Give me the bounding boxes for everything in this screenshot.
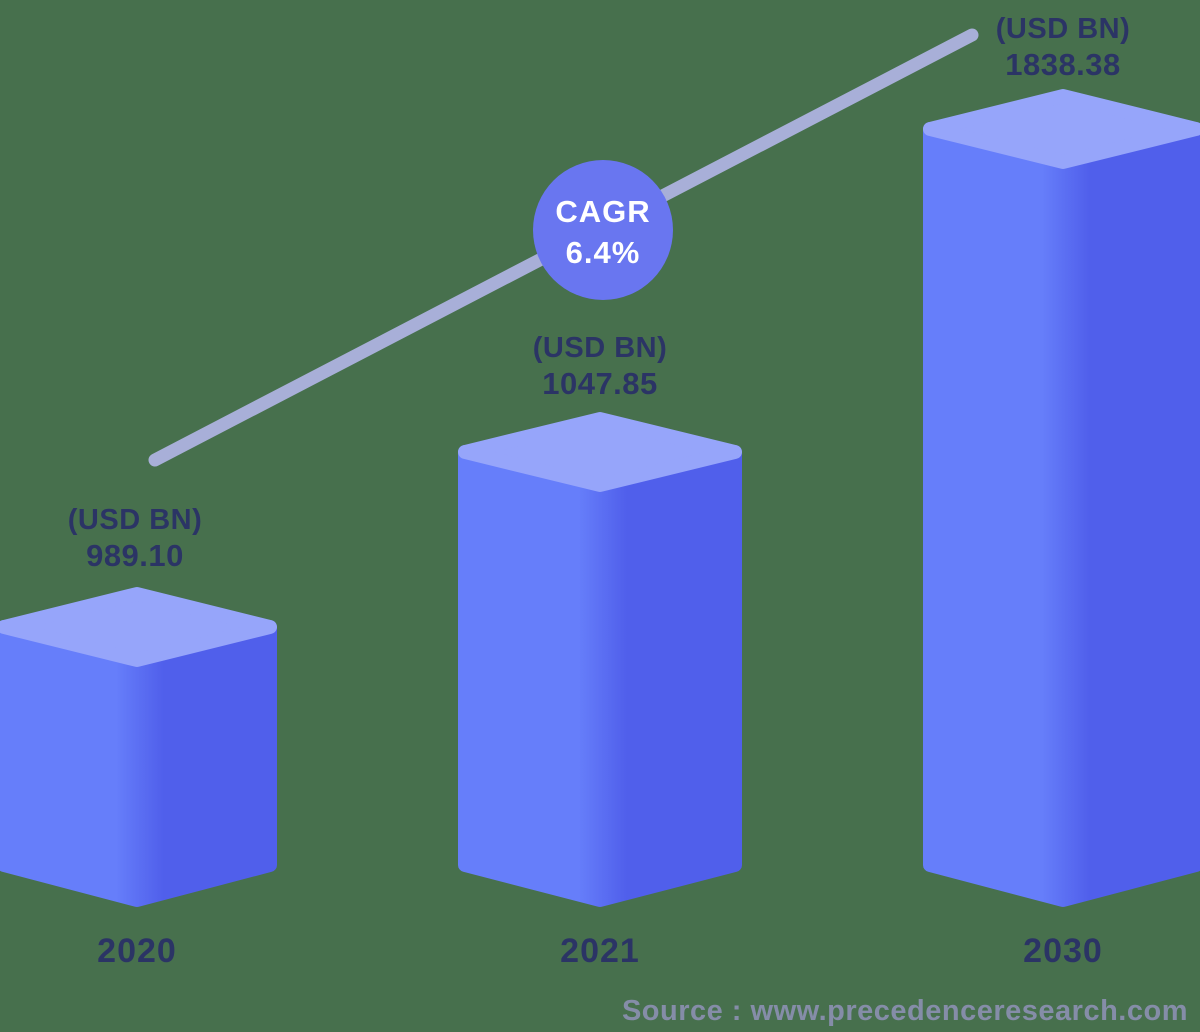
value-2030: 1838.38: [1005, 47, 1121, 82]
cagr-badge: CAGR 6.4%: [533, 160, 673, 300]
axis-label-2020: 2020: [97, 932, 177, 970]
bar-2021: [458, 412, 742, 907]
unit-label-2030: (USD BN): [996, 13, 1131, 45]
axis-label-2030: 2030: [1023, 932, 1103, 970]
bar-2020-front-face: [0, 620, 277, 907]
bar-2030: [923, 89, 1200, 907]
bar-2020-top-face: [0, 587, 277, 667]
cagr-value: 6.4%: [566, 235, 641, 270]
value-2020: 989.10: [86, 538, 184, 573]
unit-label-2020: (USD BN): [68, 504, 203, 536]
axis-label-2021: 2021: [560, 932, 640, 970]
bar-2020: [0, 587, 277, 907]
value-2021: 1047.85: [542, 366, 658, 401]
cagr-label: CAGR: [555, 194, 650, 229]
cagr-circle: [533, 160, 673, 300]
bar-2030-front-face: [923, 122, 1200, 907]
value-label-2021: (USD BN) 1047.85: [533, 332, 668, 401]
value-label-2030: (USD BN) 1838.38: [996, 13, 1131, 82]
bar-2021-front-face: [458, 445, 742, 907]
source-attribution: Source : www.precedenceresearch.com: [622, 995, 1188, 1027]
bar-2030-top-face: [923, 89, 1200, 169]
value-label-2020: (USD BN) 989.10: [68, 504, 203, 573]
bar-2021-top-face: [458, 412, 742, 492]
unit-label-2021: (USD BN): [533, 332, 668, 364]
